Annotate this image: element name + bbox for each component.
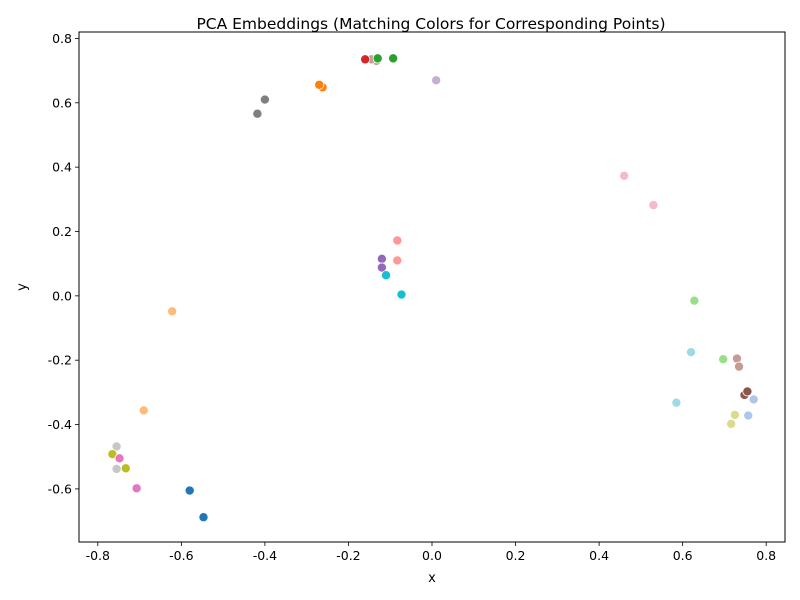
plot-area	[79, 32, 785, 542]
data-point	[259, 94, 270, 105]
y-axis-label: y	[15, 283, 30, 291]
data-point	[376, 253, 387, 264]
data-point	[376, 262, 387, 273]
data-point	[742, 386, 753, 397]
x-tick-label: -0.4	[253, 548, 277, 563]
data-point	[111, 463, 122, 474]
data-point	[120, 463, 131, 474]
data-point	[131, 483, 142, 494]
x-tick-label: -0.2	[336, 548, 360, 563]
data-point	[198, 512, 209, 523]
data-point	[396, 289, 407, 300]
data-point	[167, 306, 178, 317]
data-point	[431, 75, 442, 86]
data-point	[138, 405, 149, 416]
data-point	[392, 235, 403, 246]
chart-title: PCA Embeddings (Matching Colors for Corr…	[196, 15, 665, 33]
x-axis-label: x	[428, 571, 436, 586]
data-points	[107, 53, 759, 523]
x-axis-ticks: -0.8 -0.6 -0.4 -0.2 0.0 0.2 0.4 0.6 0.8	[86, 542, 776, 563]
y-tick-label: 0.2	[52, 224, 72, 239]
plot-frame	[78, 31, 786, 543]
data-point	[671, 397, 682, 408]
data-point	[114, 453, 125, 464]
data-point	[743, 410, 754, 421]
x-tick-label: 0.4	[589, 548, 609, 563]
data-point	[726, 418, 737, 429]
y-axis-ticks: -0.6 -0.4 -0.2 0.0 0.2 0.4 0.6 0.8	[48, 31, 79, 496]
y-tick-label: 0.8	[52, 31, 72, 46]
y-tick-label: 0.0	[52, 288, 72, 303]
data-point	[314, 79, 325, 90]
data-point	[111, 441, 122, 452]
y-tick-label: 0.6	[52, 95, 72, 110]
data-point	[392, 255, 403, 266]
y-tick-label: -0.4	[48, 417, 72, 432]
data-point	[729, 409, 740, 420]
data-point	[748, 394, 759, 405]
x-tick-label: 0.6	[673, 548, 693, 563]
data-point	[381, 270, 392, 281]
data-point	[734, 361, 745, 372]
y-tick-label: 0.4	[52, 160, 72, 175]
y-tick-label: -0.2	[48, 353, 72, 368]
x-tick-label: -0.8	[86, 548, 110, 563]
data-point	[718, 354, 729, 365]
data-point	[252, 108, 263, 119]
x-tick-label: 0.2	[506, 548, 526, 563]
y-tick-label: -0.6	[48, 481, 72, 496]
x-tick-label: 0.8	[756, 548, 776, 563]
data-point	[648, 200, 659, 211]
data-point	[689, 295, 700, 306]
data-point	[619, 170, 630, 181]
data-point	[360, 54, 371, 65]
data-point	[372, 53, 383, 64]
x-tick-label: 0.0	[422, 548, 442, 563]
data-point	[388, 53, 399, 64]
data-point	[686, 347, 697, 358]
data-point	[184, 485, 195, 496]
x-tick-label: -0.6	[169, 548, 193, 563]
